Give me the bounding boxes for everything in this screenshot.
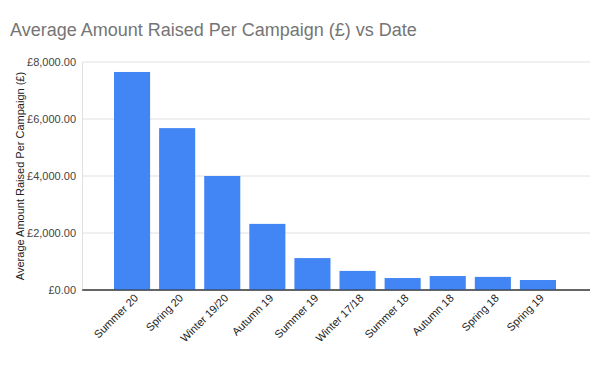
y-axis: £0.00 £2,000.00 £4,000.00 £6,000.00 £8,000.0… [27, 56, 82, 296]
grid-line [82, 176, 590, 177]
x-tick-label: Spring 18 [459, 292, 501, 334]
grid-line [82, 62, 590, 63]
bar [294, 258, 330, 290]
x-tick: Summer 18 [362, 290, 411, 340]
bar [114, 72, 150, 290]
title: Average Amount Raised Per Campaign (£) v… [10, 20, 417, 40]
y-axis-title: Average Amount Raised Per Campaign (£) [14, 72, 26, 280]
grid-line [82, 233, 590, 234]
background [0, 0, 600, 371]
y-axis-line [82, 63, 83, 291]
x-tick: Winter 19/20 [178, 290, 231, 344]
y-tick: £6,000.00 [27, 113, 82, 125]
x-tick-label: Spring 20 [144, 292, 186, 334]
y-tick-label: £4,000.00 [27, 170, 76, 182]
x-tick-label: Winter 19/20 [178, 292, 231, 345]
y-tick: £8,000.00 [27, 56, 82, 68]
grid [82, 62, 590, 290]
x-axis: Summer 20Spring 20Winter 19/20Autumn 19S… [82, 290, 590, 344]
x-tick: Spring 18 [459, 290, 501, 333]
y-tick: £2,000.00 [27, 227, 82, 239]
grid-line [82, 119, 590, 120]
y-tick-label: £8,000.00 [27, 56, 76, 68]
chart: Average Amount Raised Per Campaign (£) v… [0, 0, 600, 371]
x-tick-label: Autumn 18 [410, 292, 456, 338]
x-tick-label: Autumn 19 [229, 292, 275, 338]
grid-line [82, 290, 590, 291]
bar [340, 271, 376, 290]
x-tick-label: Spring 19 [504, 292, 546, 334]
bar [520, 280, 556, 290]
x-tick: Summer 20 [92, 290, 141, 340]
bar [430, 276, 466, 290]
bars [114, 72, 556, 290]
x-tick: Summer 19 [272, 290, 321, 340]
bar [385, 278, 421, 290]
x-tick: Autumn 19 [229, 290, 275, 338]
x-axis-line [82, 290, 590, 291]
y-tick-label: £0.00 [48, 284, 76, 296]
y-tick: £4,000.00 [27, 170, 82, 182]
x-tick-label: Summer 20 [92, 292, 141, 341]
x-tick-label: Winter 17/18 [313, 292, 366, 345]
bar [249, 224, 285, 290]
bar [204, 176, 240, 290]
x-tick-label: Summer 19 [272, 292, 321, 341]
y-tick-label: £6,000.00 [27, 113, 76, 125]
bar [159, 128, 195, 290]
x-tick: Autumn 18 [410, 290, 456, 338]
bar [475, 277, 511, 290]
x-tick: Winter 17/18 [313, 290, 366, 344]
x-tick-label: Summer 18 [362, 292, 411, 341]
y-tick: £0.00 [48, 284, 82, 296]
x-tick: Spring 19 [504, 290, 546, 333]
y-tick-label: £2,000.00 [27, 227, 76, 239]
x-tick: Spring 20 [144, 290, 186, 333]
